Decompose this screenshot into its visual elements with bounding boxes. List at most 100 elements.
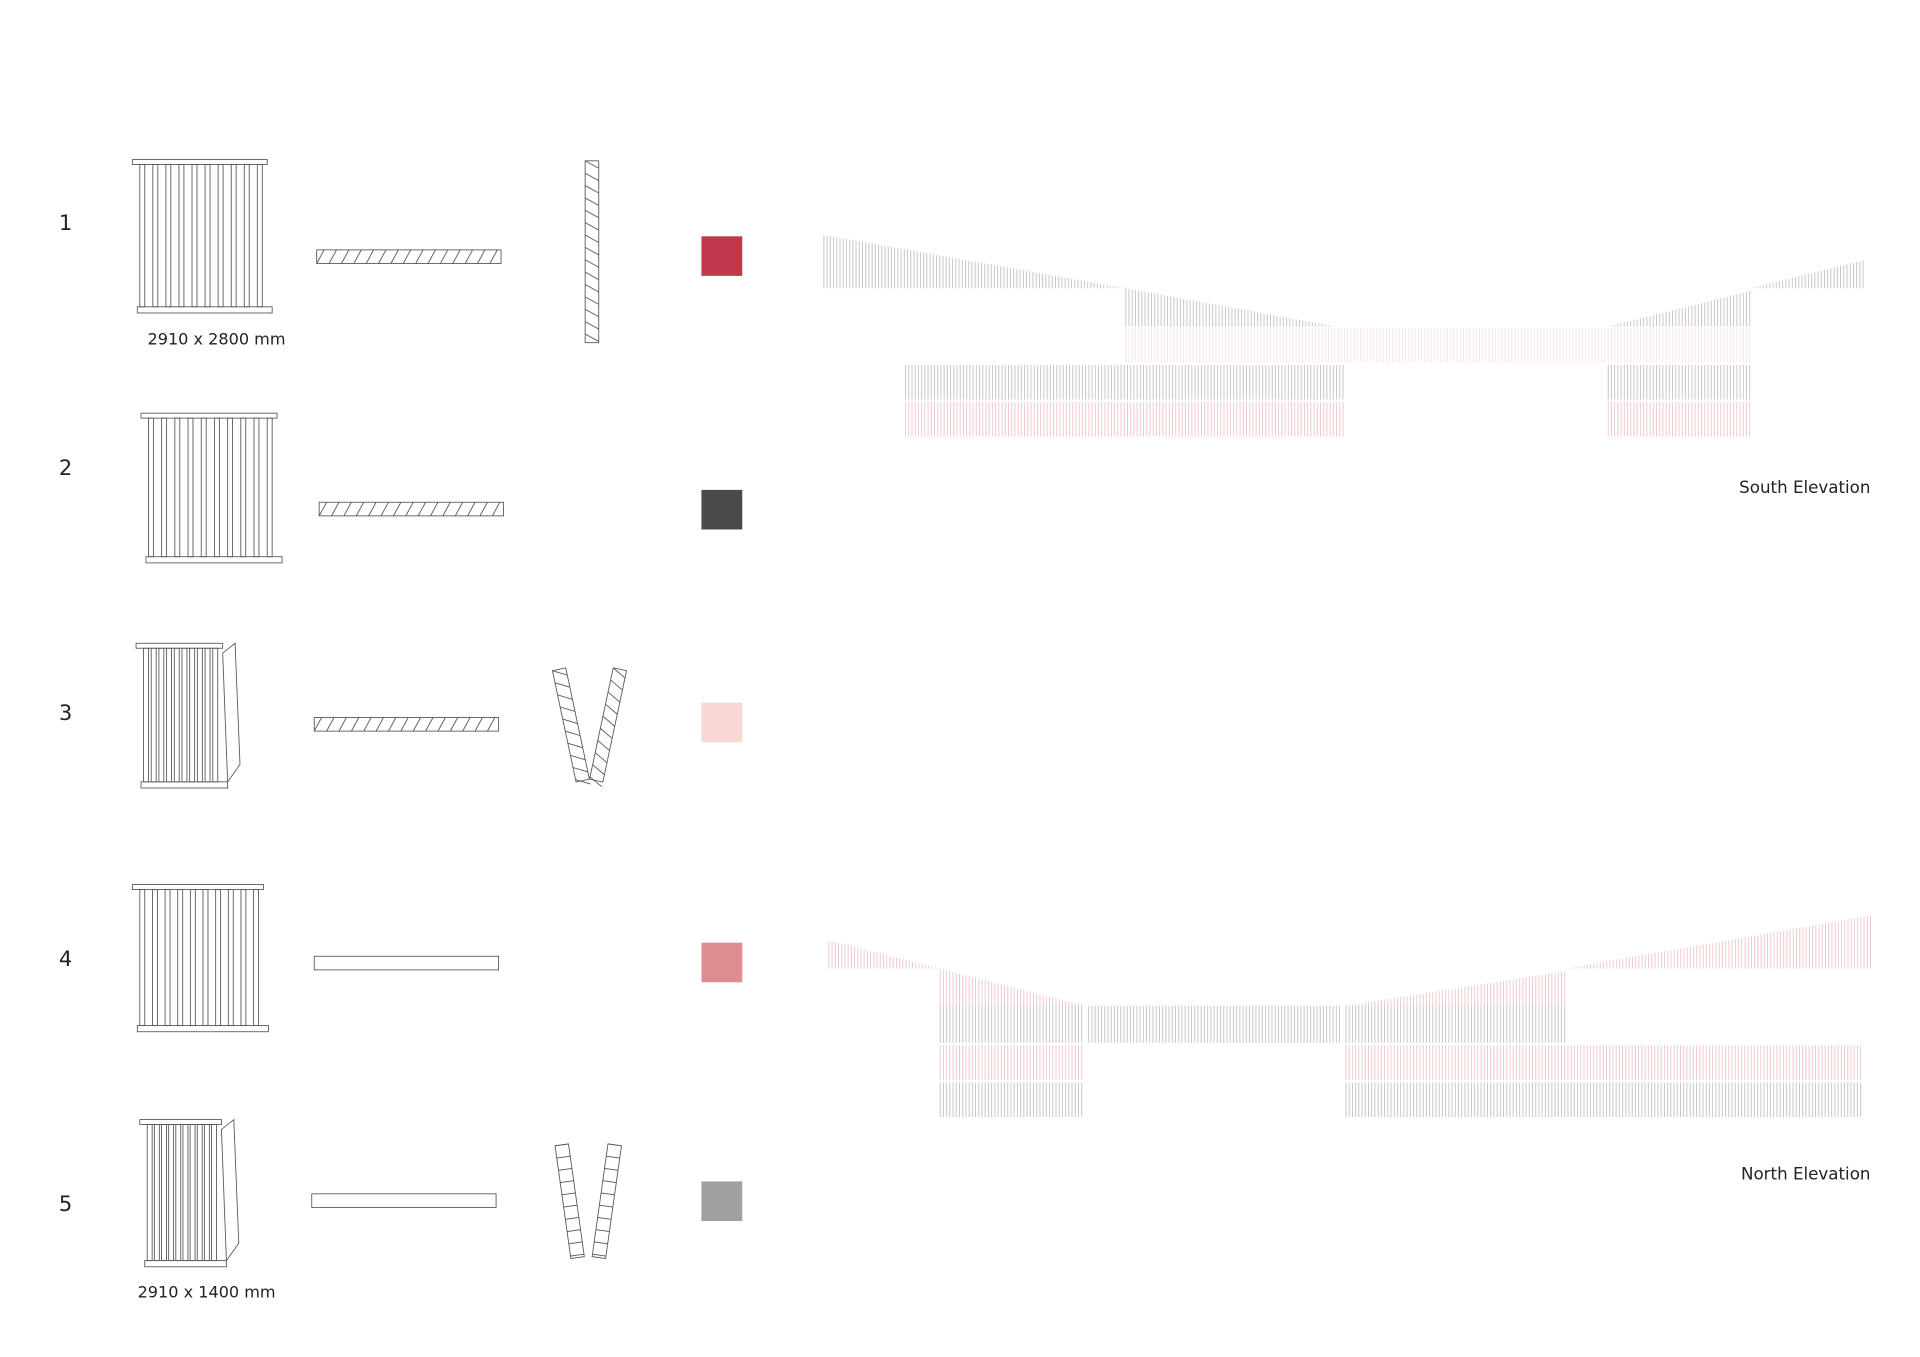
strip-hatch <box>454 502 464 517</box>
elevation-block <box>823 235 1124 289</box>
panel-batten <box>240 889 247 1026</box>
strip-hatch <box>584 308 599 318</box>
strip-hatch <box>375 717 384 732</box>
panel-batten <box>161 1124 167 1262</box>
panel-batten <box>173 647 180 783</box>
elevation-block <box>939 968 1083 1006</box>
strip-outline <box>551 667 590 783</box>
strip-hatch <box>556 1155 571 1159</box>
panel-top-rail <box>135 642 224 649</box>
strip-hatch <box>584 209 599 219</box>
strip-hatch <box>400 717 409 732</box>
section-strip <box>551 667 591 785</box>
panel-drawing <box>139 1118 240 1268</box>
elevation-block <box>1610 290 1751 327</box>
strip-hatch <box>430 502 439 517</box>
strip-hatch <box>390 249 399 264</box>
elevation-block <box>1125 327 1751 363</box>
strip-outline <box>589 667 628 783</box>
strip-hatch <box>554 1143 569 1147</box>
strip-hatch <box>560 1180 574 1183</box>
section-strip <box>591 1143 622 1260</box>
elevation-block <box>1125 288 1336 327</box>
panel-number: 2 <box>59 455 72 480</box>
color-swatch <box>701 489 743 530</box>
strip-hatch <box>589 776 603 788</box>
strip-hatch <box>560 706 576 712</box>
panel-batten <box>181 647 188 783</box>
strip-hatch <box>405 502 414 517</box>
strip-hatch <box>365 249 374 264</box>
panel-bottom-rail <box>136 1025 269 1033</box>
panel-top-rail <box>131 159 268 165</box>
strip-hatch <box>316 249 325 264</box>
section-strip <box>554 1143 585 1260</box>
plan-strip <box>316 249 502 264</box>
strip-hatch <box>378 249 387 264</box>
panel-batten <box>165 164 172 308</box>
elevation-block <box>939 1082 1083 1118</box>
strip-hatch <box>452 249 461 264</box>
strip-hatch <box>602 715 615 727</box>
strip-hatch <box>592 1253 607 1257</box>
strip-hatch <box>594 1241 608 1245</box>
strip-hatch <box>462 717 471 732</box>
strip-hatch <box>554 682 570 688</box>
color-swatch <box>701 702 743 743</box>
plan-strip <box>311 1193 497 1208</box>
panel-batten <box>153 1124 160 1262</box>
strip-hatch <box>552 670 568 676</box>
panel-drawing <box>131 884 269 1033</box>
strip-outline <box>318 501 504 517</box>
elevation-label: North Elevation <box>1741 1164 1871 1184</box>
panel-batten <box>204 647 211 783</box>
panel-batten <box>164 889 171 1026</box>
strip-hatch <box>563 1204 578 1208</box>
strip-hatch <box>584 222 599 231</box>
panel-batten <box>161 417 168 558</box>
strip-hatch <box>491 502 501 517</box>
strip-hatch <box>597 1216 612 1220</box>
panel-bottom-rail <box>136 306 273 314</box>
panel-batten <box>213 417 220 558</box>
elevation-block <box>939 1005 1083 1043</box>
panel-batten <box>240 417 247 558</box>
strip-hatch <box>595 1229 610 1233</box>
strip-hatch <box>565 730 581 737</box>
elevation-block <box>939 1045 1083 1080</box>
elevation-block <box>1345 1082 1862 1118</box>
panel-batten <box>152 889 158 1026</box>
panel-batten <box>256 164 263 308</box>
elevation-block <box>1607 364 1751 400</box>
strip-hatch <box>474 717 483 732</box>
strip-outline <box>584 160 600 344</box>
panel-batten <box>191 164 198 308</box>
plan-strip <box>313 717 499 732</box>
panel-top-rail <box>140 412 278 419</box>
panel-number: 3 <box>59 700 72 725</box>
strip-hatch <box>604 1167 619 1171</box>
panel-batten <box>150 647 157 783</box>
color-swatch <box>701 942 743 983</box>
strip-hatch <box>338 717 347 732</box>
strip-hatch <box>570 1253 585 1257</box>
panel-top-rail <box>139 1119 222 1125</box>
strip-outline <box>313 955 499 971</box>
strip-hatch <box>557 694 573 700</box>
strip-hatch <box>584 284 599 293</box>
strip-hatch <box>350 717 360 732</box>
strip-hatch <box>584 160 599 169</box>
plan-strip <box>313 955 499 971</box>
strip-hatch <box>602 1180 617 1183</box>
panel-batten <box>148 417 154 558</box>
panel-batten <box>174 417 181 558</box>
strip-hatch <box>440 249 449 264</box>
panel-batten <box>204 164 211 308</box>
strip-hatch <box>594 752 608 763</box>
panel-batten <box>253 889 259 1026</box>
strip-hatch <box>427 249 436 264</box>
strip-hatch <box>479 502 488 517</box>
strip-hatch <box>584 296 599 305</box>
panel-batten <box>139 164 146 308</box>
strip-hatch <box>417 502 426 517</box>
